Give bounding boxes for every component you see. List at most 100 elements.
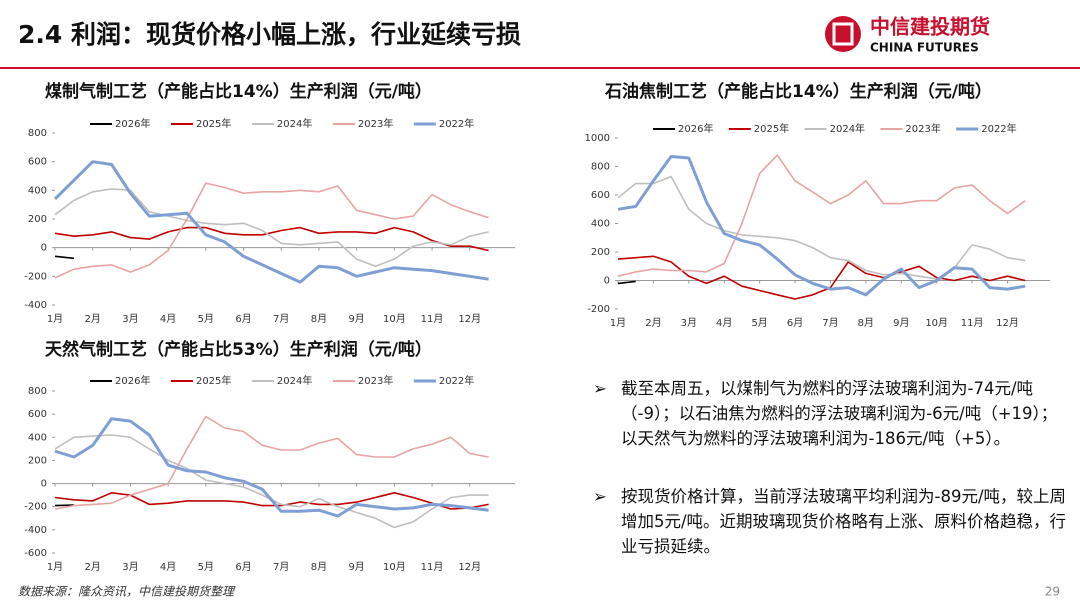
series-line	[54, 417, 489, 518]
series-line	[617, 280, 636, 285]
x-tick-label: 9月	[348, 561, 364, 573]
series-line	[617, 154, 1026, 277]
x-tick-label: 11月	[421, 561, 444, 573]
series-line	[53, 160, 489, 284]
y-tick-label: -400	[24, 300, 47, 311]
x-tick-label: 3月	[681, 317, 697, 329]
y-tick-label: 800	[591, 162, 610, 173]
legend-label: 2024年	[277, 117, 312, 130]
x-tick-label: 2月	[645, 317, 661, 329]
y-tick-label: -200	[24, 502, 47, 513]
series-line	[54, 434, 489, 529]
footer-source: 数据来源：隆众资讯，中信建投期货整理	[18, 585, 236, 599]
logo-en: CHINA FUTURES	[870, 41, 979, 55]
x-tick-label: 12月	[996, 317, 1019, 329]
chart-title: 石油焦制工艺（产能占比14%）生产利润（元/吨）	[604, 81, 992, 102]
x-tick-label: 5月	[751, 317, 767, 329]
series-line	[54, 504, 74, 507]
legend-label: 2025年	[754, 122, 789, 135]
x-tick-label: 10月	[925, 317, 948, 329]
y-tick-label: 1000	[585, 133, 610, 144]
x-tick-label: 1月	[47, 561, 63, 573]
y-tick-label: -400	[24, 525, 47, 536]
x-tick-label: 7月	[273, 313, 289, 325]
x-tick-label: 11月	[961, 317, 984, 329]
series-line	[54, 415, 489, 510]
y-tick-label: 600	[28, 157, 47, 168]
legend-label: 2023年	[358, 117, 393, 130]
x-tick-label: 4月	[160, 561, 176, 573]
legend-label: 2022年	[439, 374, 474, 387]
y-tick-label: 600	[28, 409, 47, 420]
legend-label: 2026年	[115, 117, 150, 130]
x-tick-label: 7月	[822, 317, 838, 329]
page-number: 29	[1045, 585, 1060, 599]
legend-label: 2024年	[830, 122, 865, 135]
y-tick-label: 400	[591, 219, 610, 230]
x-tick-label: 6月	[787, 317, 803, 329]
x-tick-label: 12月	[458, 561, 481, 573]
series-line	[617, 175, 1026, 280]
series-line	[54, 182, 489, 279]
legend-label: 2025年	[196, 117, 231, 130]
chart-title: 煤制气制工艺（产能占比14%）生产利润（元/吨）	[45, 81, 432, 102]
x-tick-label: 11月	[421, 313, 444, 325]
series-line	[54, 226, 489, 252]
x-tick-label: 6月	[235, 313, 251, 325]
legend-label: 2025年	[196, 374, 231, 387]
y-tick-label: 400	[28, 432, 47, 443]
y-tick-label: 400	[28, 185, 47, 196]
y-tick-label: 200	[28, 455, 47, 466]
x-tick-label: 8月	[311, 561, 327, 573]
y-tick-label: 0	[41, 479, 47, 490]
x-tick-label: 7月	[273, 561, 289, 573]
x-tick-label: 8月	[311, 313, 327, 325]
x-tick-label: 9月	[893, 317, 909, 329]
logo-cn: 中信建投期货	[870, 15, 990, 39]
y-tick-label: 600	[591, 190, 610, 201]
legend-label: 2026年	[678, 122, 713, 135]
legend-label: 2022年	[981, 122, 1016, 135]
y-tick-label: 800	[28, 128, 47, 139]
x-tick-label: 9月	[348, 313, 364, 325]
x-tick-label: 5月	[198, 313, 214, 325]
x-tick-label: 5月	[198, 561, 214, 573]
x-tick-label: 12月	[458, 313, 481, 325]
legend-label: 2023年	[358, 374, 393, 387]
legend-label: 2024年	[277, 374, 312, 387]
y-tick-label: 0	[41, 243, 47, 254]
x-tick-label: 6月	[235, 561, 251, 573]
y-tick-label: -600	[24, 548, 47, 559]
y-tick-label: -200	[24, 271, 47, 282]
legend-label: 2023年	[905, 122, 940, 135]
x-tick-label: 2月	[85, 561, 101, 573]
x-tick-label: 2月	[85, 313, 101, 325]
y-tick-label: 0	[604, 276, 610, 287]
y-tick-label: 200	[28, 214, 47, 225]
series-line	[617, 155, 1026, 297]
logo-glyph	[832, 22, 854, 46]
y-tick-label: 200	[591, 247, 610, 258]
bullet: 按现货价格计算，当前浮法玻璃平均利润为-89元/吨，较上周增加5元/吨。近期玻璃…	[593, 484, 1071, 559]
chart-title: 天然气制工艺（产能占比53%）生产利润（元/吨）	[45, 339, 432, 360]
series-line	[617, 255, 1026, 300]
logo-mark	[825, 16, 861, 52]
series-line	[54, 492, 489, 510]
x-tick-label: 4月	[716, 317, 732, 329]
y-tick-label: 800	[28, 386, 47, 397]
x-tick-label: 8月	[858, 317, 874, 329]
x-tick-label: 3月	[122, 561, 138, 573]
x-tick-label: 10月	[383, 561, 406, 573]
legend-label: 2026年	[115, 374, 150, 387]
x-tick-label: 1月	[610, 317, 626, 329]
bullet: 截至本周五，以煤制气为燃料的浮法玻璃利润为-74元/吨（-9）；以石油焦为燃料的…	[593, 376, 1071, 451]
x-tick-label: 3月	[122, 313, 138, 325]
x-tick-label: 10月	[383, 313, 406, 325]
x-tick-label: 4月	[160, 313, 176, 325]
series-line	[54, 188, 489, 268]
x-tick-label: 1月	[47, 313, 63, 325]
legend-label: 2022年	[439, 117, 474, 130]
slide-title: 2.4 利润：现货价格小幅上涨，行业延续亏损	[18, 20, 521, 49]
